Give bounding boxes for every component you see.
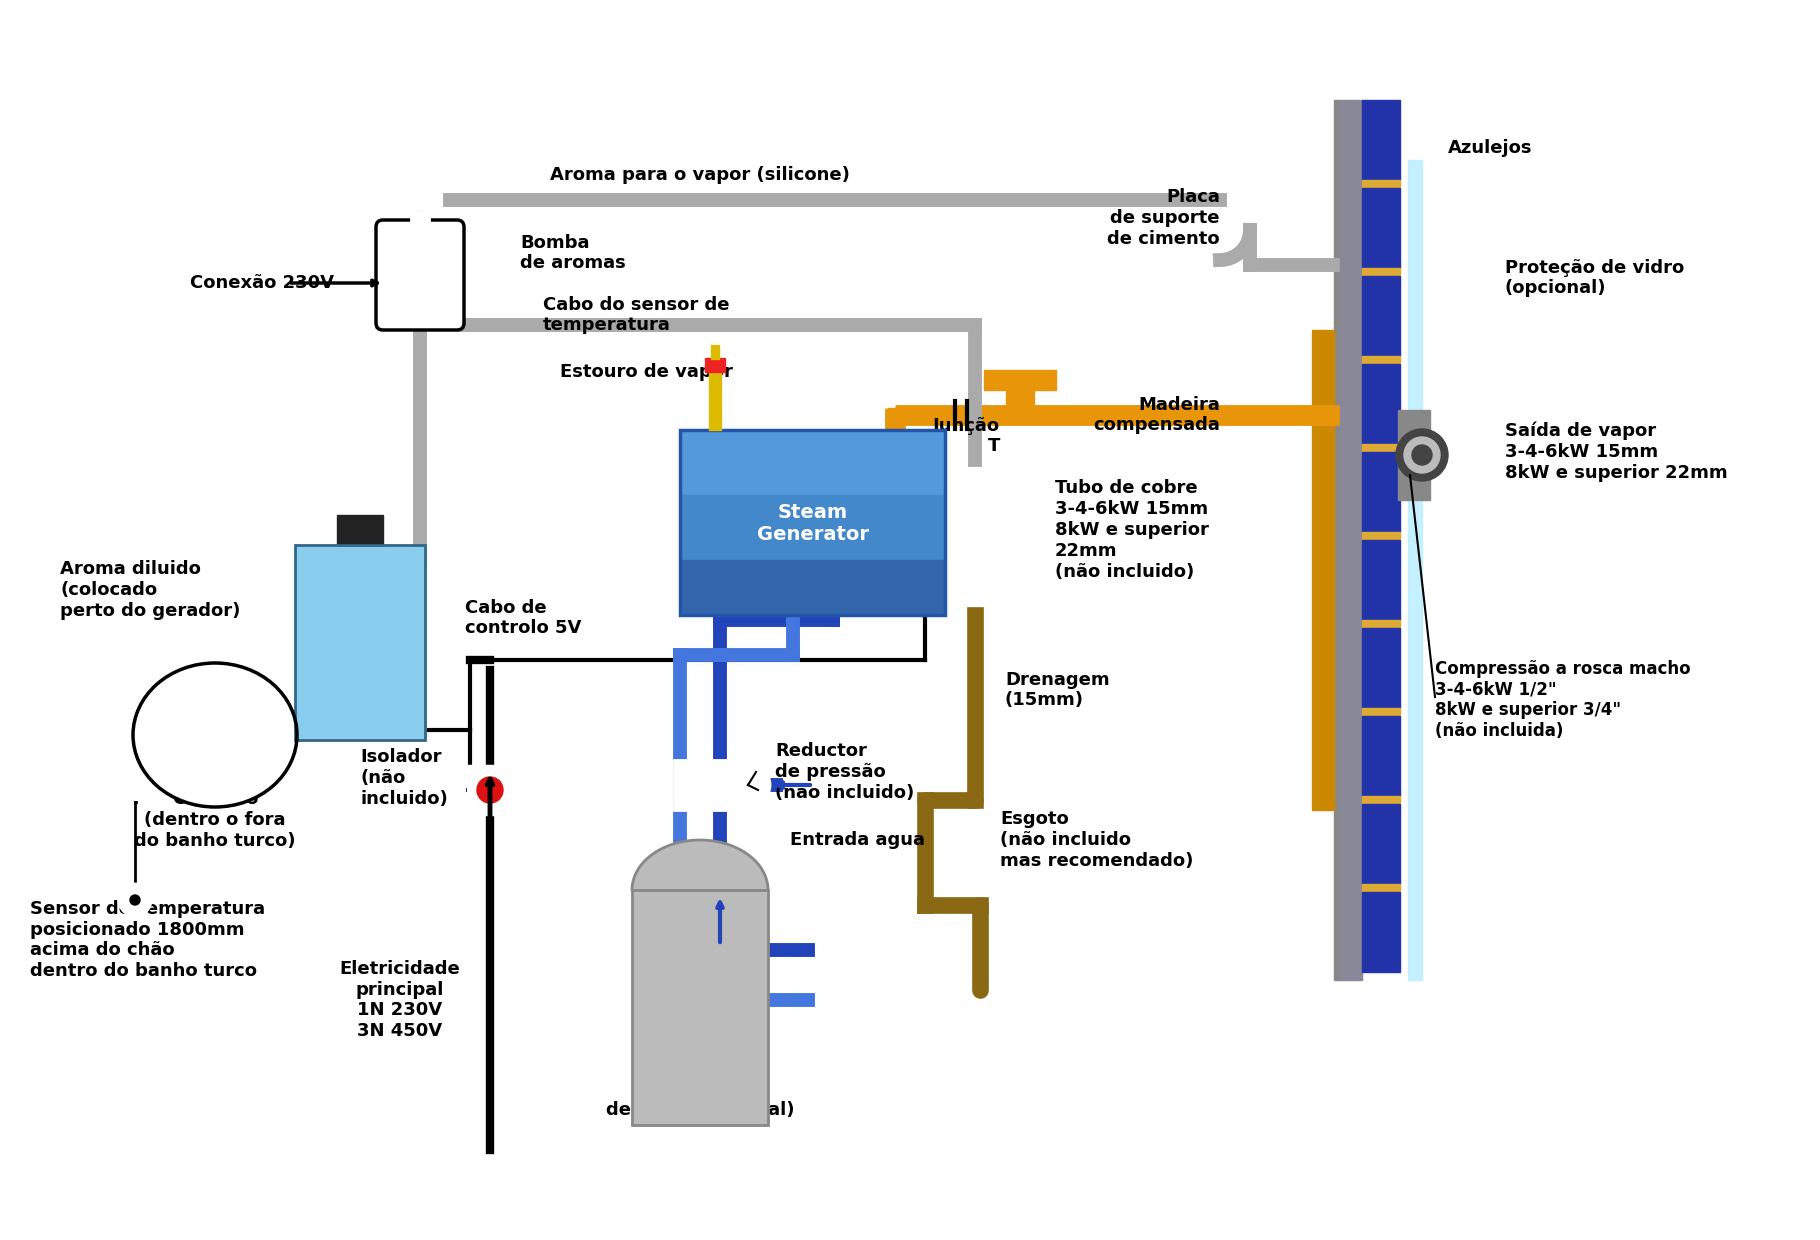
Circle shape (235, 737, 248, 750)
Bar (673, 760, 726, 810)
FancyBboxPatch shape (377, 219, 464, 330)
Text: Steam: Steam (777, 503, 848, 522)
Text: Saída de vapor
3-4-6kW 15mm
8kW e superior 22mm: Saída de vapor 3-4-6kW 15mm 8kW e superi… (1505, 422, 1727, 482)
Circle shape (477, 777, 502, 804)
Text: Compressão a rosca macho
3-4-6kW 1/2"
8kW e superior 3/4"
(não incluida): Compressão a rosca macho 3-4-6kW 1/2" 8k… (1434, 660, 1691, 740)
Circle shape (198, 737, 211, 750)
Circle shape (129, 895, 140, 905)
Text: Aroma diluido
(colocado
perto do gerador): Aroma diluido (colocado perto do gerador… (60, 560, 240, 620)
Bar (681, 430, 945, 615)
Bar (1361, 444, 1400, 453)
Bar (681, 430, 945, 495)
Bar (1334, 100, 1340, 980)
Text: Isolador
(não
incluido): Isolador (não incluido) (360, 748, 448, 807)
Bar (681, 495, 945, 559)
Text: Bomba
de aromas: Bomba de aromas (521, 233, 626, 273)
Text: Estouro de vapor: Estouro de vapor (561, 363, 733, 381)
Circle shape (189, 756, 204, 770)
Bar (1340, 100, 1361, 980)
Bar (1006, 379, 1034, 423)
Bar (1361, 268, 1400, 277)
Text: Cabo do sensor de
temperatura: Cabo do sensor de temperatura (542, 295, 730, 335)
Text: Sensor de temperatura
posicionado 1800mm
acima do chão
dentro do banho turco: Sensor de temperatura posicionado 1800mm… (29, 900, 266, 980)
Bar (167, 707, 209, 729)
Bar (888, 408, 903, 423)
Text: Amaciador
de agua (opcional): Amaciador de agua (opcional) (606, 1080, 794, 1120)
Bar (1361, 532, 1400, 539)
Bar (681, 559, 945, 615)
Bar (1361, 804, 1400, 884)
Text: Drenagem
(15mm): Drenagem (15mm) (1005, 671, 1110, 709)
Bar (1361, 715, 1400, 796)
Bar (411, 211, 430, 227)
Bar (983, 370, 1056, 391)
Bar (1361, 188, 1400, 268)
Text: Aroma para o vapor (silicone): Aroma para o vapor (silicone) (550, 166, 850, 184)
Bar (712, 345, 719, 360)
Bar (1361, 796, 1400, 804)
Text: Proteção de vidro
(opcional): Proteção de vidro (opcional) (1505, 259, 1684, 298)
Bar (337, 515, 382, 546)
Text: Entrada agua: Entrada agua (790, 831, 925, 849)
Text: Eletricidade
principal
1N 230V
3N 450V: Eletricidade principal 1N 230V 3N 450V (340, 960, 460, 1040)
Bar (1361, 627, 1400, 708)
Bar (468, 766, 511, 813)
Circle shape (180, 737, 195, 750)
Text: Reductor
de pressão
(não incluido): Reductor de pressão (não incluido) (775, 743, 914, 802)
Bar (295, 546, 426, 740)
Bar (1312, 330, 1334, 810)
Circle shape (1396, 429, 1449, 481)
Bar (1361, 277, 1400, 356)
Bar (295, 546, 426, 740)
Bar (632, 890, 768, 1125)
Circle shape (207, 756, 222, 770)
Circle shape (1403, 436, 1440, 472)
Ellipse shape (133, 663, 297, 807)
Bar (1361, 453, 1400, 532)
Circle shape (1412, 445, 1432, 465)
Polygon shape (632, 839, 768, 890)
Bar (1361, 180, 1400, 188)
Bar (1361, 356, 1400, 365)
Bar (710, 370, 721, 430)
Bar (220, 707, 264, 729)
Circle shape (226, 756, 240, 770)
Text: Madeira
compensada: Madeira compensada (1094, 396, 1219, 434)
Bar (704, 358, 724, 372)
Circle shape (217, 737, 229, 750)
Text: Azulejos: Azulejos (1449, 139, 1532, 157)
Text: Conexão 230V: Conexão 230V (189, 274, 335, 291)
Circle shape (118, 884, 151, 916)
Text: Junção
T: Junção T (934, 417, 999, 455)
Circle shape (726, 763, 770, 807)
Bar (1361, 620, 1400, 627)
Bar (1409, 160, 1421, 980)
Text: Placa
de suporte
de cimento: Placa de suporte de cimento (1107, 188, 1219, 248)
Bar (1361, 884, 1400, 892)
Bar (632, 890, 768, 1125)
Text: Cabo de
controlo 5V: Cabo de controlo 5V (464, 599, 581, 637)
Text: Generator: Generator (757, 525, 868, 544)
Bar (1398, 410, 1431, 500)
Text: Tubo de cobre
3-4-6kW 15mm
8kW e superior
22mm
(não incluido): Tubo de cobre 3-4-6kW 15mm 8kW e superio… (1056, 480, 1208, 580)
Bar (1361, 892, 1400, 972)
Text: Esgoto
(não incluido
mas recomendado): Esgoto (não incluido mas recomendado) (999, 810, 1194, 869)
Bar (1361, 708, 1400, 715)
Bar (1361, 100, 1400, 180)
Bar (1361, 365, 1400, 444)
Text: Controlo
(dentro o fora
do banho turco): Controlo (dentro o fora do banho turco) (135, 790, 295, 849)
Bar (1361, 539, 1400, 620)
